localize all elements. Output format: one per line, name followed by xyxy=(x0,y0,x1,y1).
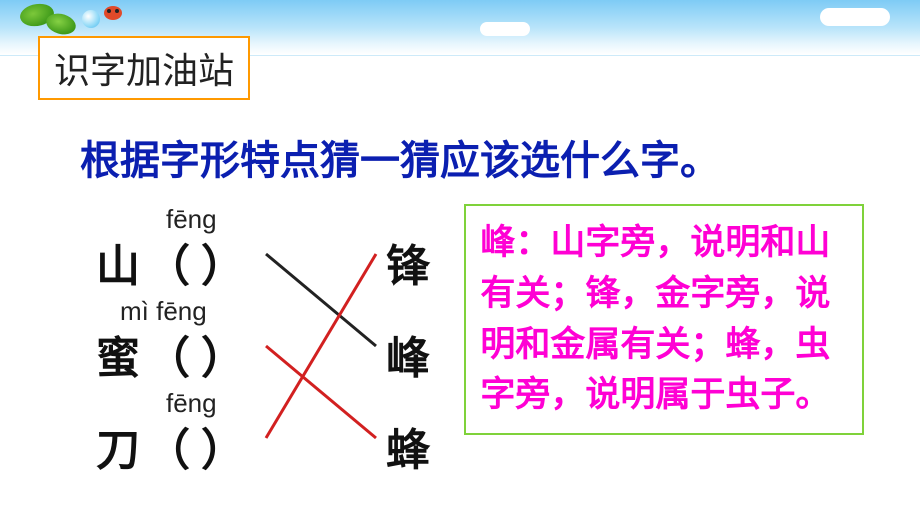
blank-paren: （ ） xyxy=(146,230,245,294)
leaf-decor xyxy=(44,12,77,37)
left-char: 山 xyxy=(96,230,140,294)
match-line xyxy=(266,254,376,438)
instruction-text: 根据字形特点猜一猜应该选什么字。 xyxy=(80,128,864,186)
title-box: 识字加油站 xyxy=(38,36,250,100)
blank-paren: （ ） xyxy=(146,414,245,478)
blank-paren: （ ） xyxy=(146,322,245,386)
cloud-decor xyxy=(820,8,890,26)
explanation-box: 峰：山字旁，说明和山有关；锋，金字旁，说明和金属有关；蜂，虫字旁，说明属于虫子。 xyxy=(464,204,864,435)
slide-content: 识字加油站 根据字形特点猜一猜应该选什么字。 fēng 山 （ ） 锋 mì f… xyxy=(0,36,920,484)
right-char: 峰 xyxy=(386,322,430,386)
left-char: 蜜 xyxy=(96,322,140,386)
match-line xyxy=(266,254,376,346)
right-char: 锋 xyxy=(386,230,430,294)
work-area: fēng 山 （ ） 锋 mì fēng 蜜 （ ） 峰 fēng 刀 （ ） … xyxy=(56,204,864,484)
title-text: 识字加油站 xyxy=(54,51,234,91)
left-char: 刀 xyxy=(96,414,140,478)
match-line xyxy=(266,346,376,438)
right-char: 蜂 xyxy=(386,414,430,478)
matching-exercise: fēng 山 （ ） 锋 mì fēng 蜜 （ ） 峰 fēng 刀 （ ） … xyxy=(66,204,474,484)
ladybug-decor xyxy=(104,6,122,20)
waterdrop-decor xyxy=(82,10,100,28)
explanation-text: 峰：山字旁，说明和山有关；锋，金字旁，说明和金属有关；蜂，虫字旁，说明属于虫子。 xyxy=(480,218,848,421)
cloud-decor xyxy=(480,22,530,36)
